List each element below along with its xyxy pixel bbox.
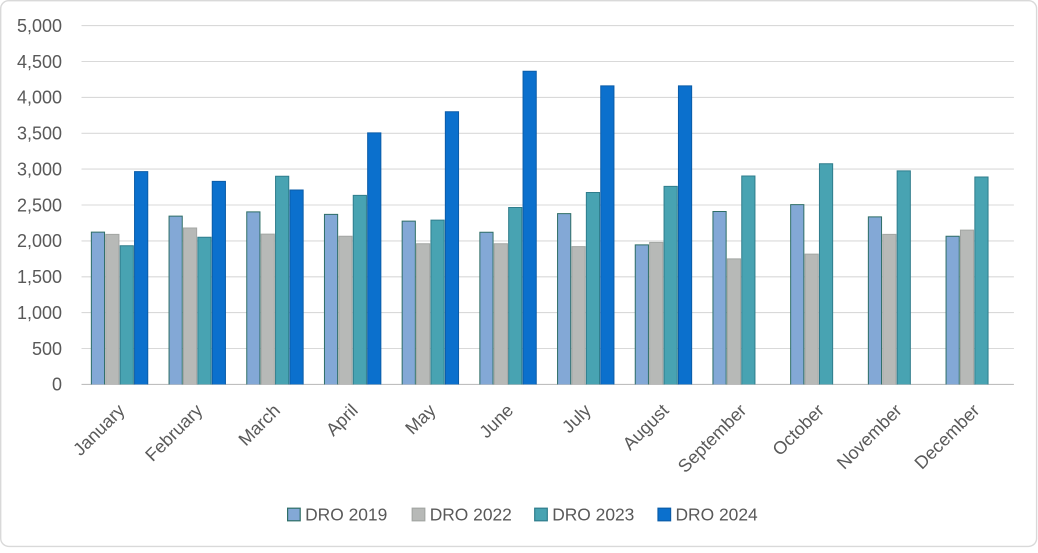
- svg-text:2,000: 2,000: [17, 231, 62, 251]
- svg-text:1,000: 1,000: [17, 303, 62, 323]
- svg-text:4,000: 4,000: [17, 88, 62, 108]
- svg-text:DRO 2019: DRO 2019: [305, 504, 387, 524]
- svg-text:DRO 2023: DRO 2023: [552, 504, 634, 524]
- svg-text:DRO 2024: DRO 2024: [676, 504, 758, 524]
- svg-text:4,500: 4,500: [17, 52, 62, 72]
- svg-text:5,000: 5,000: [17, 16, 62, 36]
- svg-text:500: 500: [32, 339, 62, 359]
- svg-text:0: 0: [52, 375, 62, 395]
- svg-text:3,500: 3,500: [17, 124, 62, 144]
- svg-text:1,500: 1,500: [17, 267, 62, 287]
- svg-text:DRO 2022: DRO 2022: [430, 504, 512, 524]
- svg-text:2,500: 2,500: [17, 195, 62, 215]
- svg-text:3,000: 3,000: [17, 159, 62, 179]
